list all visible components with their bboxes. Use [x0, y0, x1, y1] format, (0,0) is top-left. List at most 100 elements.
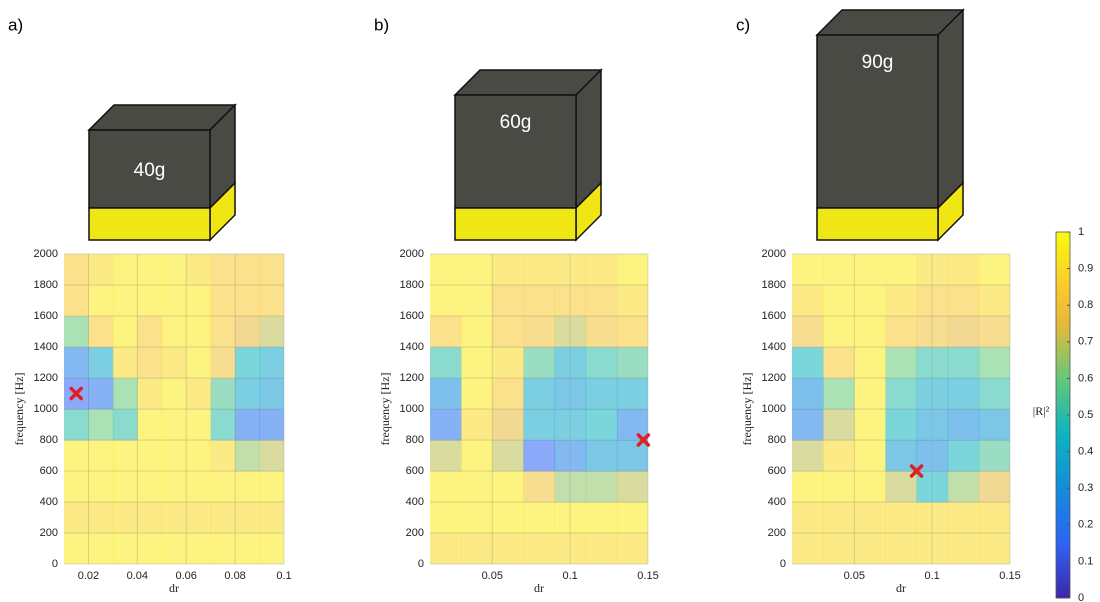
colorbar-step: [1056, 506, 1070, 511]
heat-cell: [523, 347, 556, 379]
heat-cell: [916, 378, 949, 410]
heat-cell: [792, 502, 824, 534]
heat-cell: [554, 471, 587, 503]
x-tick-label: 0.04: [127, 570, 148, 582]
colorbar-step: [1056, 554, 1070, 559]
colorbar-step: [1056, 568, 1070, 573]
colorbar-step: [1056, 521, 1070, 526]
heat-cell: [492, 409, 524, 441]
x-tick-label: 0.1: [276, 570, 291, 582]
heat-cell: [492, 285, 524, 317]
heat-cell: [792, 254, 824, 286]
heat-cell: [616, 347, 648, 379]
heat-cell: [88, 285, 114, 317]
heat-cell: [978, 440, 1010, 472]
colorbar-step: [1056, 418, 1070, 423]
heat-cell: [64, 502, 89, 534]
colorbar-step: [1056, 425, 1070, 431]
y-tick-label: 1800: [400, 279, 424, 291]
heat-cell: [461, 254, 493, 286]
heat-cell: [523, 471, 556, 503]
heat-cell: [430, 409, 462, 441]
heat-cell: [885, 316, 918, 348]
heat-cell: [430, 254, 462, 286]
heat-cell: [916, 502, 949, 534]
heat-cell: [947, 409, 980, 441]
colorbar-step: [1056, 491, 1070, 497]
heat-cell: [430, 533, 462, 564]
y-tick-label: 1600: [762, 310, 786, 322]
panel-label: b): [374, 15, 389, 34]
heat-cell: [210, 347, 236, 379]
colorbar-step: [1056, 349, 1070, 354]
heat-cell: [461, 316, 493, 348]
heat-cell: [885, 254, 918, 286]
colorbar-step: [1056, 444, 1070, 449]
heat-cell: [523, 254, 556, 286]
colorbar-step: [1056, 528, 1070, 533]
heat-cell: [823, 502, 855, 534]
heat-cell: [88, 347, 114, 379]
colorbar-step: [1056, 583, 1070, 588]
colorbar-step: [1056, 301, 1070, 306]
heat-cell: [112, 440, 138, 472]
colorbar-step: [1056, 513, 1070, 518]
heat-cell: [554, 347, 587, 379]
heat-cell: [235, 440, 261, 472]
y-tick-label: 1400: [762, 341, 786, 353]
y-tick-label: 2000: [34, 248, 58, 260]
colorbar-step: [1056, 404, 1070, 409]
heat-cell: [585, 533, 618, 564]
heat-cell: [210, 471, 236, 503]
y-tick-label: 800: [40, 434, 58, 446]
colorbar-step: [1056, 480, 1070, 486]
mass-label: 40g: [134, 160, 166, 181]
heat-cell: [616, 378, 648, 410]
heat-cell: [186, 347, 212, 379]
heat-cell: [616, 533, 648, 564]
colorbar-step: [1056, 382, 1070, 387]
colorbar-tick-label: 0.9: [1078, 263, 1093, 275]
heat-cell: [947, 471, 980, 503]
colorbar-step: [1056, 316, 1070, 321]
heat-cell: [978, 533, 1010, 564]
heat-cell: [885, 502, 918, 534]
heat-cell: [186, 409, 212, 441]
heat-cell: [916, 347, 949, 379]
heat-cell: [112, 254, 138, 286]
heat-cell: [430, 440, 462, 472]
y-tick-label: 800: [406, 434, 424, 446]
colorbar-step: [1056, 341, 1070, 346]
heat-cell: [461, 502, 493, 534]
colorbar-step: [1056, 539, 1070, 544]
colorbar-step: [1056, 305, 1070, 310]
colorbar-step: [1056, 415, 1070, 420]
heat-cell: [137, 533, 163, 564]
colorbar-step: [1056, 297, 1070, 303]
heat-cell: [161, 378, 187, 410]
colorbar-step: [1056, 253, 1070, 259]
heat-cell: [554, 378, 587, 410]
colorbar-step: [1056, 557, 1070, 562]
y-tick-label: 2000: [400, 248, 424, 260]
colorbar-step: [1056, 502, 1070, 507]
heat-cell: [854, 440, 886, 472]
colorbar-step: [1056, 374, 1070, 379]
heat-cell: [823, 409, 855, 441]
colorbar-step: [1056, 275, 1070, 281]
heat-cell: [554, 316, 587, 348]
heat-cell: [186, 502, 212, 534]
heat-cell: [112, 347, 138, 379]
panel-label: c): [736, 15, 750, 34]
colorbar-step: [1056, 396, 1070, 401]
colorbar-step: [1056, 371, 1070, 376]
heat-cell: [235, 347, 261, 379]
heat-cell: [554, 254, 587, 286]
cube-front-yellow: [816, 207, 939, 241]
colorbar-step: [1056, 422, 1070, 427]
colorbar-step: [1056, 499, 1070, 504]
heat-cell: [792, 285, 824, 317]
heat-cell: [492, 347, 524, 379]
x-axis-label: dr: [169, 581, 179, 595]
cube-front-yellow: [88, 207, 211, 241]
